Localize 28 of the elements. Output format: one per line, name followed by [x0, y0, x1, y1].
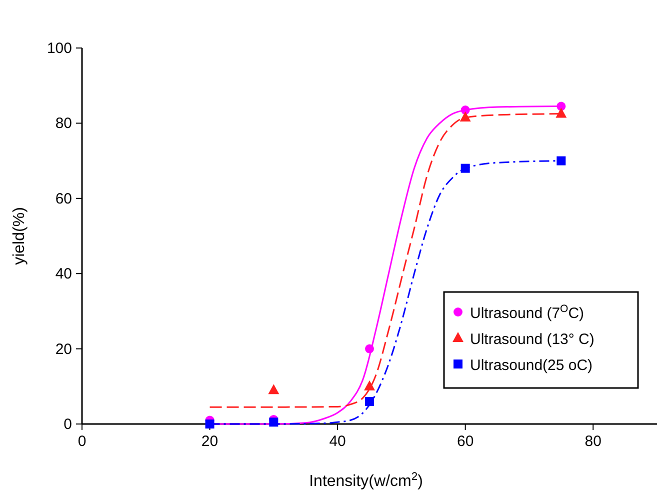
y-tick-label: 60	[55, 190, 72, 208]
y-tick-label: 0	[64, 416, 72, 433]
point	[556, 108, 567, 118]
point	[460, 112, 471, 122]
x-tick-label: 0	[78, 433, 86, 450]
point	[205, 420, 214, 428]
x-tick-label: 20	[201, 433, 218, 450]
point	[556, 156, 566, 166]
point	[460, 106, 470, 115]
y-tick-label: 80	[55, 115, 72, 132]
point	[364, 380, 375, 390]
y-tick-label: 40	[55, 266, 72, 283]
x-tick-label: 60	[456, 433, 474, 450]
point	[365, 344, 374, 354]
point	[556, 102, 566, 111]
x-tick-label: 80	[584, 433, 602, 450]
legend-label: Ultrasound (7$^{O}$C)	[470, 303, 584, 322]
legend-label: Ultrasound (13° C)	[470, 331, 594, 348]
y-tick-label: 20	[55, 340, 72, 358]
y-axis-title: yield(%)	[11, 207, 28, 265]
x-tick-label: 40	[329, 433, 346, 450]
legend-label: Ultrasound(25 oC)	[470, 357, 593, 374]
point	[268, 384, 280, 394]
point	[365, 396, 374, 406]
point	[460, 164, 470, 173]
x-axis-title: Intensity(w/cm$^{2}$)	[309, 471, 423, 490]
y-tick-label: 100	[46, 40, 72, 57]
point	[269, 418, 278, 427]
